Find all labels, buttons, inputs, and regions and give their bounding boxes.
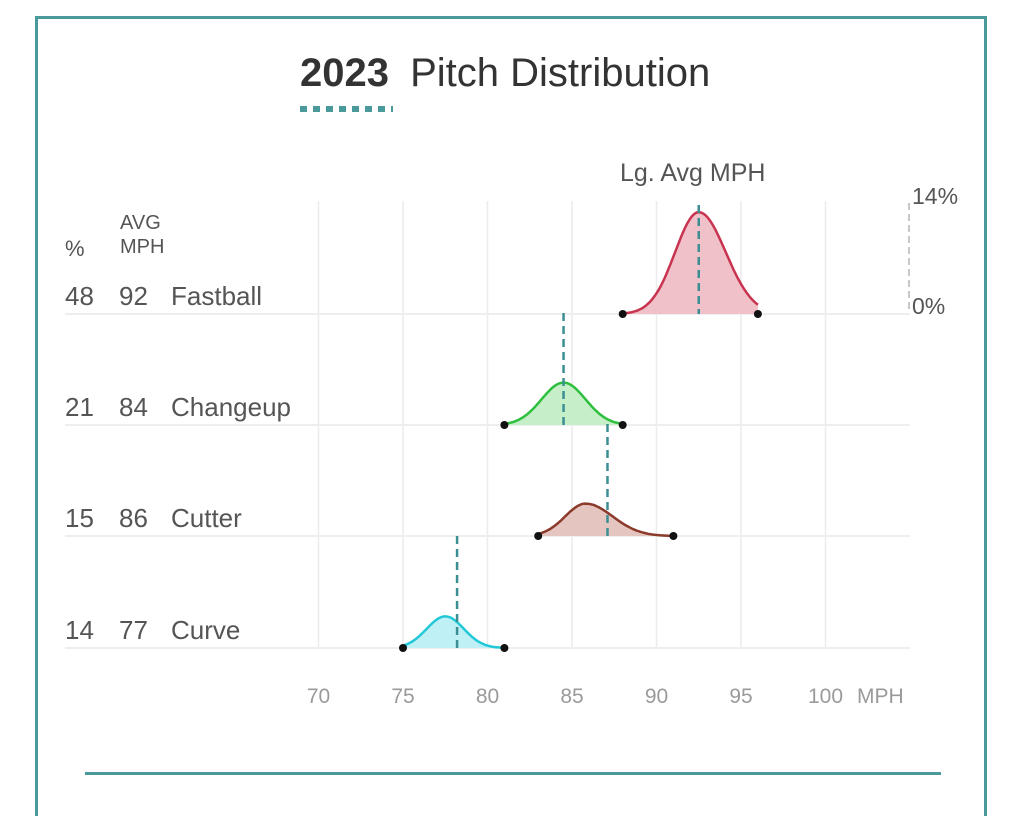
- fastball-density-fill: [622, 212, 758, 314]
- x-unit-label: MPH: [857, 685, 904, 708]
- x-tick-label: 95: [729, 685, 752, 708]
- scale-min-label: 0%: [912, 293, 945, 319]
- cutter-max-point: [669, 532, 678, 540]
- lg-avg-label: Lg. Avg MPH: [620, 159, 765, 187]
- changeup-max-point: [618, 421, 627, 429]
- header-pct: %: [65, 236, 85, 261]
- fastball-max-point: [753, 310, 762, 318]
- changeup-pct: 21: [65, 392, 94, 422]
- x-axis: MPH 70 75 80 85 90 95 100: [307, 685, 904, 708]
- cutter-name: Cutter: [171, 503, 242, 533]
- curve-density-fill: [403, 616, 505, 648]
- title-year: 2023: [300, 51, 389, 95]
- cutter-pct: 15: [65, 503, 94, 533]
- cutter-density-curve: [537, 502, 674, 538]
- curve-name: Curve: [171, 615, 240, 645]
- curve-max-point: [500, 644, 509, 652]
- changeup-density-fill: [504, 382, 623, 425]
- pitch-distribution-chart: 2023 Pitch Distribution % AVG MPH Lg. Av…: [65, 51, 958, 708]
- changeup-name: Changeup: [171, 392, 291, 422]
- x-tick-label: 90: [645, 685, 668, 708]
- changeup-avg-mph: 84: [119, 392, 148, 422]
- x-tick-label: 70: [307, 685, 330, 708]
- fastball-pct: 48: [65, 281, 94, 311]
- bottom-divider: [85, 772, 941, 775]
- x-tick-label: 75: [391, 685, 414, 708]
- title-rest: Pitch Distribution: [410, 51, 710, 95]
- ridges: [399, 205, 762, 652]
- cutter-density-fill: [538, 503, 674, 536]
- curve-pct: 14: [65, 615, 94, 645]
- row-labels: 48 92 Fastball 21 84 Changeup 15 86 Cutter 14 77 Cu…: [65, 281, 291, 645]
- chart-card: 2023 Pitch Distribution % AVG MPH Lg. Av…: [35, 16, 987, 816]
- curve-density-curve: [402, 615, 505, 650]
- cutter-min-point: [534, 532, 543, 540]
- fastball-name: Fastball: [171, 281, 262, 311]
- x-tick-label: 100: [808, 685, 843, 708]
- x-tick-label: 80: [476, 685, 499, 708]
- fastball-density-curve: [622, 210, 759, 315]
- cutter-avg-mph: 86: [119, 503, 148, 533]
- chart-title: 2023 Pitch Distribution: [300, 51, 710, 95]
- fastball-avg-mph: 92: [119, 281, 148, 311]
- curve-avg-mph: 77: [119, 615, 148, 645]
- gridlines: [65, 201, 910, 649]
- x-tick-label: 85: [560, 685, 583, 708]
- scale-max-label: 14%: [912, 183, 958, 209]
- changeup-min-point: [500, 421, 509, 429]
- fastball-min-point: [618, 310, 627, 318]
- header-avg-line2: MPH: [120, 236, 164, 258]
- curve-min-point: [399, 644, 407, 652]
- header-avg-line1: AVG: [120, 212, 161, 234]
